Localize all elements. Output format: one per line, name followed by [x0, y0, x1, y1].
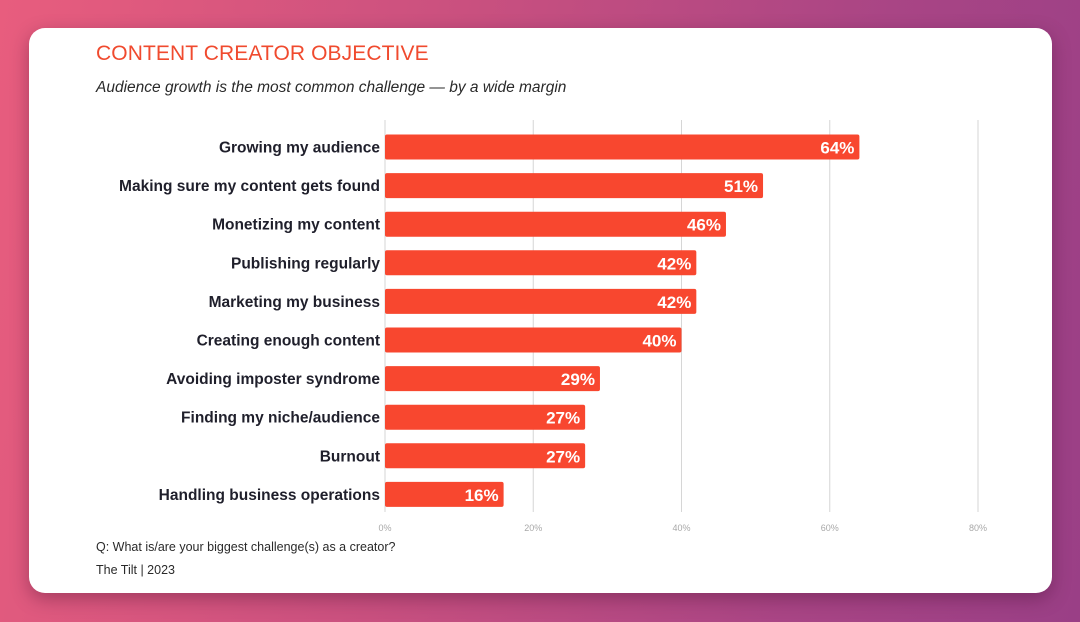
bar [385, 211, 726, 237]
bar [385, 327, 682, 353]
bar [385, 173, 764, 199]
data-label: 40% [642, 332, 676, 351]
data-label: 42% [657, 254, 691, 273]
data-label: 27% [546, 447, 580, 466]
bar [385, 481, 504, 507]
bars-layer [385, 134, 860, 507]
category-label: Handling business operations [159, 487, 380, 504]
category-label: Monetizing my content [212, 217, 380, 234]
bar [385, 366, 600, 392]
data-label: 27% [546, 409, 580, 428]
bar [385, 288, 697, 314]
labels-layer: 0% 20% 40% 60% 80% Growing my audience 64% Maki… [119, 139, 987, 534]
chart-subtitle: Audience growth is the most common chall… [96, 79, 567, 96]
x-tick-label: 60% [821, 523, 839, 533]
bar [385, 250, 697, 276]
data-label: 29% [561, 370, 595, 389]
data-label: 42% [657, 293, 691, 312]
category-label: Marketing my business [209, 294, 380, 311]
bar [385, 404, 586, 430]
x-tick-label: 0% [378, 523, 391, 533]
x-tick-label: 80% [969, 523, 987, 533]
bar [385, 443, 586, 469]
category-label: Creating enough content [197, 333, 380, 350]
survey-question: Q: What is/are your biggest challenge(s)… [96, 540, 396, 554]
category-label: Avoiding imposter syndrome [166, 371, 380, 388]
data-label: 51% [724, 177, 758, 196]
category-label: Finding my niche/audience [181, 410, 380, 427]
chart-title: CONTENT CREATOR OBJECTIVE [96, 42, 429, 65]
category-label: Burnout [320, 448, 380, 465]
source-credit: The Tilt | 2023 [96, 563, 175, 577]
bar [385, 134, 860, 160]
category-label: Making sure my content gets found [119, 178, 380, 195]
data-label: 16% [465, 486, 499, 505]
data-label: 46% [687, 216, 721, 235]
data-label: 64% [820, 139, 854, 158]
x-tick-label: 20% [524, 523, 542, 533]
category-label: Growing my audience [219, 140, 380, 157]
category-label: Publishing regularly [231, 255, 380, 272]
x-tick-label: 40% [672, 523, 690, 533]
